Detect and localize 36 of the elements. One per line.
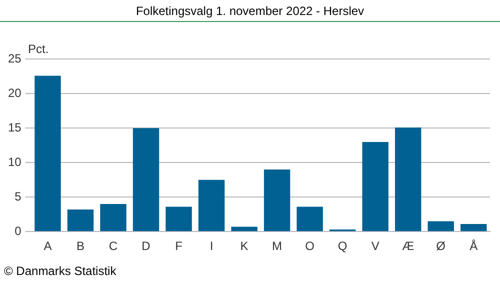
x-tick-label: D: [142, 239, 151, 254]
y-tick-label: 0: [14, 224, 22, 238]
chart-title: Folketingsvalg 1. november 2022 - Herslev: [134, 4, 366, 18]
y-tick-label: 15: [8, 120, 22, 134]
text: © Danmarks Statistik: [4, 264, 116, 278]
x-tick-label: Ø: [436, 239, 446, 254]
y-tick-label: 25: [8, 52, 22, 66]
x-tick-label: I: [210, 239, 214, 254]
bar: [100, 204, 126, 232]
x-tick-label: O: [305, 239, 314, 254]
bar: [362, 142, 388, 232]
bar: [428, 221, 454, 232]
y-tick-label: 10: [8, 154, 22, 169]
bar: [132, 128, 160, 232]
x-tick-label: A: [44, 239, 52, 254]
bar: [231, 226, 258, 232]
bar: [296, 206, 323, 232]
y-tick-label: 5: [14, 189, 22, 204]
bar: [67, 210, 94, 232]
x-tick-label: Q: [338, 239, 348, 254]
bar: [198, 180, 225, 232]
bar: [264, 170, 290, 232]
bar: [34, 76, 61, 232]
x-tick-label: B: [76, 239, 84, 254]
x-tick-label: Æ: [402, 239, 414, 254]
x-tick-label: F: [175, 239, 182, 254]
x-tick-label: Å: [470, 239, 478, 254]
x-tick-label: K: [240, 239, 248, 254]
x-tick-label: M: [272, 239, 282, 254]
bar: [166, 206, 192, 232]
x-tick-label: V: [371, 239, 380, 254]
y-axis-title: Pct.: [28, 42, 49, 56]
bar: [460, 224, 487, 232]
bar: [394, 127, 422, 232]
x-tick-label: C: [108, 239, 118, 254]
y-tick-label: 20: [8, 86, 22, 100]
